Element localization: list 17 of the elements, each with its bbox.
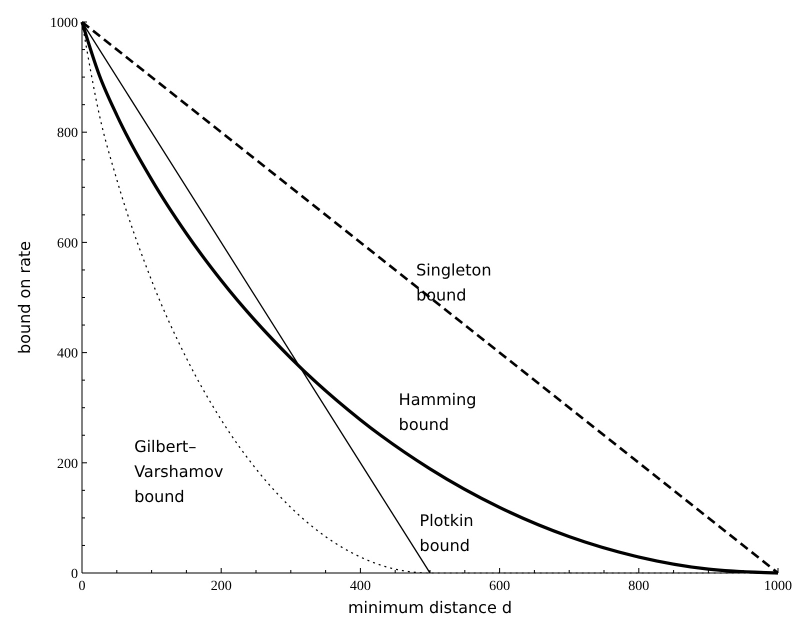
y-tick-label: 600 <box>57 236 78 252</box>
x-tick-label: 600 <box>489 579 510 594</box>
y-tick-label: 0 <box>71 567 78 582</box>
y-tick-label: 1000 <box>50 16 78 31</box>
series-label: Singleton bound <box>416 260 492 304</box>
y-axis-title: bound on rate <box>15 241 34 354</box>
y-tick-label: 800 <box>57 126 78 142</box>
series-label: Hamming bound <box>398 390 476 434</box>
x-axis-title: minimum distance d <box>348 598 512 617</box>
x-tick-label: 800 <box>628 579 650 594</box>
series-label: Gilbert–Varshamov bound <box>134 436 224 506</box>
x-tick-label: 200 <box>210 579 232 594</box>
x-tick-label: 1000 <box>764 579 792 594</box>
y-tick-label: 200 <box>57 456 78 472</box>
x-tick-label: 400 <box>350 579 371 594</box>
series-label: Plotkin bound <box>420 511 474 556</box>
y-tick-label: 400 <box>57 346 78 362</box>
